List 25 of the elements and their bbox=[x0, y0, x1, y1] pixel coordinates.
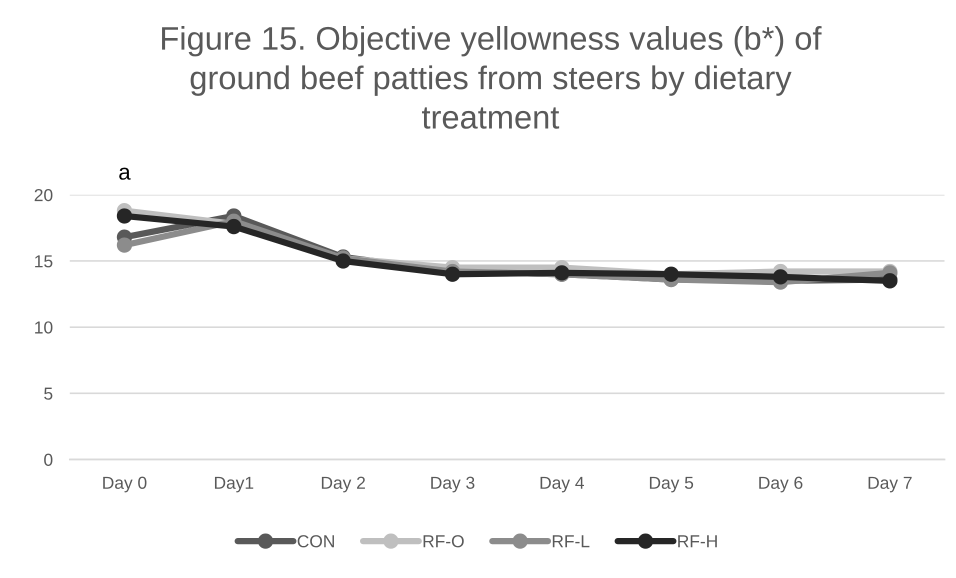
y-tick-label: 0 bbox=[44, 454, 52, 466]
text: a bbox=[119, 168, 131, 180]
y-tick-label: 5 bbox=[44, 388, 52, 400]
x-tick-label: Day 5 bbox=[650, 476, 694, 492]
point bbox=[116, 237, 132, 253]
legend-label: RF-O bbox=[424, 535, 464, 548]
x-tick-label: Day 3 bbox=[431, 476, 474, 492]
point bbox=[226, 218, 242, 234]
x-tick-label: Day 2 bbox=[322, 476, 365, 492]
y-tick-label: 20 bbox=[34, 188, 52, 202]
x-tick-label: Day 6 bbox=[759, 476, 802, 492]
point bbox=[444, 266, 460, 282]
chart-title: Figure 15. Objective yellowness values (b*) of ground beef patties from steers by dietary treatment bbox=[162, 26, 822, 129]
point bbox=[772, 269, 788, 284]
x-tick-label: Day 0 bbox=[103, 476, 146, 492]
y-tick-label: 10 bbox=[35, 321, 52, 334]
legend-label: RF-H bbox=[678, 535, 717, 548]
x-tick-label: Day 7 bbox=[868, 476, 912, 492]
legend-label: CON bbox=[298, 535, 334, 548]
legend-label: RF-L bbox=[552, 535, 590, 548]
point bbox=[116, 208, 132, 224]
x-tick-label: Day1 bbox=[214, 476, 254, 492]
point bbox=[336, 253, 351, 269]
x-tick-label: Day 4 bbox=[540, 476, 584, 492]
y-tick-label: 15 bbox=[35, 255, 52, 268]
